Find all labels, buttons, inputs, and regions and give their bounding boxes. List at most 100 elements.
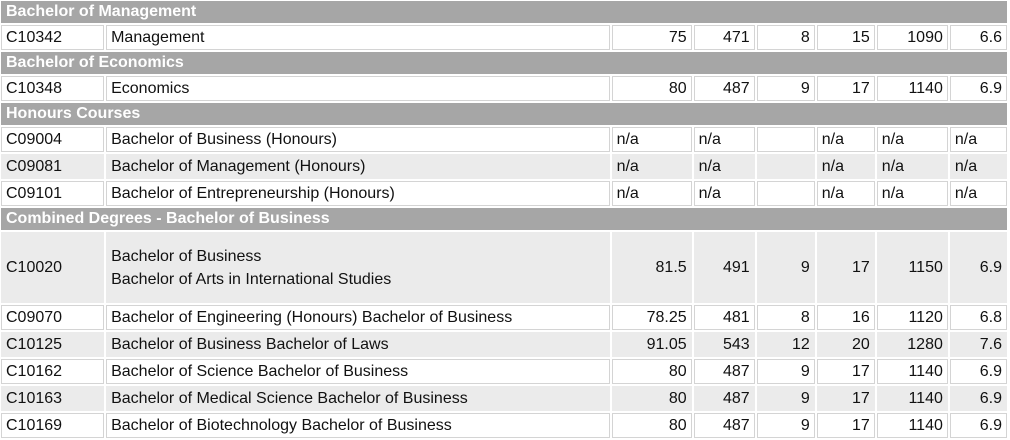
course-name: Bachelor of Business Bachelor of Laws xyxy=(106,332,610,357)
course-code: C09101 xyxy=(1,181,105,206)
section-title: Honours Courses xyxy=(1,103,1007,125)
value-cell: 9 xyxy=(756,232,815,303)
value-cell: 1090 xyxy=(876,25,948,50)
value-cell: 1140 xyxy=(876,386,948,411)
value-cell: 6.9 xyxy=(949,386,1007,411)
value-cell: n/a xyxy=(876,127,948,152)
value-cell: n/a xyxy=(949,127,1007,152)
course-code: C09070 xyxy=(1,305,105,330)
value-cell: 80 xyxy=(611,76,692,101)
value-cell: 91.05 xyxy=(611,332,692,357)
value-cell: 1140 xyxy=(876,413,948,438)
course-code: C10163 xyxy=(1,386,105,411)
value-cell: 7.6 xyxy=(949,332,1007,357)
value-cell: 9 xyxy=(756,76,815,101)
section-header-row: Bachelor of Economics xyxy=(1,52,1007,74)
value-cell: n/a xyxy=(816,154,875,179)
course-code: C10348 xyxy=(1,76,105,101)
course-code: C10162 xyxy=(1,359,105,384)
course-name: Economics xyxy=(106,76,610,101)
value-cell: 17 xyxy=(816,232,875,303)
value-cell: n/a xyxy=(611,154,692,179)
value-cell: n/a xyxy=(949,181,1007,206)
value-cell: 9 xyxy=(756,413,815,438)
value-cell: 1150 xyxy=(876,232,948,303)
value-cell: 12 xyxy=(756,332,815,357)
value-cell: 487 xyxy=(693,359,755,384)
course-name: Bachelor of Engineering (Honours) Bachel… xyxy=(106,305,610,330)
value-cell: 9 xyxy=(756,386,815,411)
value-cell: 80 xyxy=(611,359,692,384)
course-code: C09004 xyxy=(1,127,105,152)
course-name-line: Bachelor of Science Bachelor of Business xyxy=(111,363,409,380)
course-row: C10162 Bachelor of Science Bachelor of Bu… xyxy=(1,359,1007,384)
value-cell: n/a xyxy=(876,181,948,206)
value-cell: 1120 xyxy=(876,305,948,330)
course-name: Bachelor of Medical Science Bachelor of … xyxy=(106,386,610,411)
course-name-line: Bachelor of Management (Honours) xyxy=(111,158,366,175)
value-cell: 80 xyxy=(611,413,692,438)
course-row: C10020 Bachelor of Business Bachelor of Ar… xyxy=(1,232,1007,303)
section-header-row: Honours Courses xyxy=(1,103,1007,125)
value-cell: n/a xyxy=(816,127,875,152)
value-cell: 6.9 xyxy=(949,232,1007,303)
course-code: C10169 xyxy=(1,413,105,438)
value-cell: 6.9 xyxy=(949,76,1007,101)
course-row: C10125 Bachelor of Business Bachelor of L… xyxy=(1,332,1007,357)
course-name-line: Bachelor of Entrepreneurship (Honours) xyxy=(111,185,395,202)
course-name: Bachelor of Science Bachelor of Business xyxy=(106,359,610,384)
course-row: C09070 Bachelor of Engineering (Honours) … xyxy=(1,305,1007,330)
value-cell: n/a xyxy=(611,181,692,206)
value-cell: 17 xyxy=(816,76,875,101)
value-cell: 15 xyxy=(816,25,875,50)
value-cell: n/a xyxy=(693,181,755,206)
value-cell xyxy=(756,154,815,179)
value-cell: 543 xyxy=(693,332,755,357)
course-row: C10342 Management 75 471 8 15 1090 6.6 xyxy=(1,25,1007,50)
course-name: Bachelor of Biotechnology Bachelor of Bu… xyxy=(106,413,610,438)
course-row: C10163 Bachelor of Medical Science Bachel… xyxy=(1,386,1007,411)
value-cell: 9 xyxy=(756,359,815,384)
course-name-line: Bachelor of Business Bachelor of Laws xyxy=(111,336,389,353)
course-name: Management xyxy=(106,25,610,50)
value-cell: 78.25 xyxy=(611,305,692,330)
value-cell: 487 xyxy=(693,386,755,411)
value-cell: 6.6 xyxy=(949,25,1007,50)
value-cell: n/a xyxy=(949,154,1007,179)
value-cell: 491 xyxy=(693,232,755,303)
course-name: Bachelor of Business (Honours) xyxy=(106,127,610,152)
course-code: C09081 xyxy=(1,154,105,179)
value-cell: n/a xyxy=(611,127,692,152)
course-row: C09101 Bachelor of Entrepreneurship (Hono… xyxy=(1,181,1007,206)
value-cell: 20 xyxy=(816,332,875,357)
value-cell: n/a xyxy=(876,154,948,179)
course-name-line: Bachelor of Business xyxy=(111,247,262,265)
value-cell: 471 xyxy=(693,25,755,50)
course-name-line: Bachelor of Business (Honours) xyxy=(111,131,337,148)
section-title: Bachelor of Economics xyxy=(1,52,1007,74)
value-cell: 17 xyxy=(816,413,875,438)
value-cell: n/a xyxy=(693,127,755,152)
value-cell: 481 xyxy=(693,305,755,330)
course-row: C09081 Bachelor of Management (Honours) n/… xyxy=(1,154,1007,179)
section-header-row: Bachelor of Management xyxy=(1,1,1007,23)
course-name-line: Bachelor of Engineering (Honours) Bachel… xyxy=(111,309,513,326)
course-name-line: Bachelor of Arts in International Studie… xyxy=(111,270,392,288)
value-cell: 6.9 xyxy=(949,413,1007,438)
course-row: C09004 Bachelor of Business (Honours) n/a n… xyxy=(1,127,1007,152)
course-row: C10169 Bachelor of Biotechnology Bachelor… xyxy=(1,413,1007,438)
value-cell xyxy=(756,127,815,152)
course-code: C10125 xyxy=(1,332,105,357)
value-cell: 6.8 xyxy=(949,305,1007,330)
value-cell: 487 xyxy=(693,413,755,438)
section-title: Bachelor of Management xyxy=(1,1,1007,23)
value-cell xyxy=(756,181,815,206)
value-cell: 16 xyxy=(816,305,875,330)
value-cell: 81.5 xyxy=(611,232,692,303)
course-name-line: Management xyxy=(111,29,205,46)
course-name: Bachelor of Entrepreneurship (Honours) xyxy=(106,181,610,206)
value-cell: 75 xyxy=(611,25,692,50)
value-cell: 17 xyxy=(816,359,875,384)
value-cell: 17 xyxy=(816,386,875,411)
